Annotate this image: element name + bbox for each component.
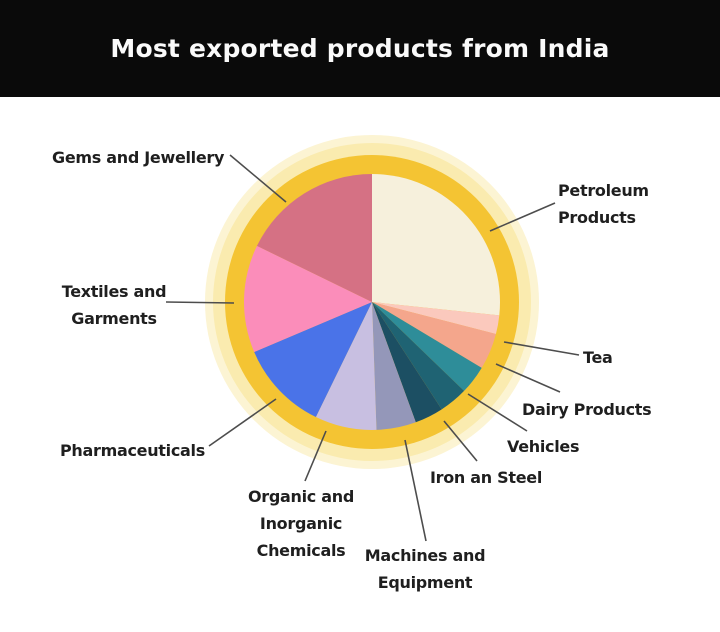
slice-label-line: Organic and [247,487,355,506]
leader-line-tea [503,341,580,356]
slice-label-vehicles: Vehicles [507,433,579,460]
leader-line-vehicles [467,393,528,432]
slice-label-line: Iron an Steel [430,468,543,487]
slice-label-line: Textiles and [61,282,167,301]
slice-label-line: Pharmaceuticals [60,441,205,460]
leader-line-machines-and-equipment [404,439,427,542]
slice-label-tea: Tea [583,344,613,371]
slice-label-line: Inorganic [259,514,343,533]
slice-label-machines-and-equipment: Machines and Equipment [364,542,486,596]
slice-label-petroleum-products: Petroleum Products [558,177,649,231]
leader-line-iron-an-steel [443,420,478,462]
pie-slice-textiles-and-garments [244,245,372,353]
leader-line-pharmaceuticals [208,398,277,447]
pie-slice-machines-and-equipment [372,302,416,430]
pie-slice-dairy-products [372,302,496,368]
leader-line-dairy-products [495,363,561,393]
slice-label-line: Chemicals [256,541,346,560]
leader-line-petroleum-products [489,202,556,232]
slice-label-line: Garments [71,309,157,328]
slice-label-line: Petroleum [558,181,649,200]
slice-label-line: Equipment [377,573,473,592]
slice-label-line: Gems and Jewellery [52,148,225,167]
pie-slice-unlabeled [372,302,442,423]
slice-label-dairy-products: Dairy Products [522,396,652,423]
pie-slice-petroleum-products [372,174,500,316]
slice-label-organic-and-inorganic-chemicals: Organic and Inorganic Chemicals [248,483,354,564]
header-bar: Most exported products from India [0,0,720,97]
slice-label-pharmaceuticals: Pharmaceuticals [60,437,205,464]
pie-slice-vehicles [372,302,482,391]
leader-line-gems-and-jewellery [229,154,287,203]
leader-line-organic-and-inorganic-chemicals [304,430,327,482]
slice-label-line: Machines and [364,546,486,565]
slice-label-gems-and-jewellery: Gems and Jewellery [52,144,224,171]
chart-title: Most exported products from India [110,34,610,63]
pie-slice-tea [372,302,500,335]
leader-line-textiles-and-garments [165,301,235,304]
slice-label-line: Vehicles [507,437,580,456]
slice-label-textiles-and-garments: Textiles and Garments [62,278,167,332]
pie-slice-pharmaceuticals [254,302,372,418]
pie-slice-iron-an-steel [372,302,465,410]
slice-label-line: Tea [583,348,613,367]
slice-label-line: Products [558,208,636,227]
pie-slice-organic-and-inorganic-chemicals [315,302,377,430]
pie-slice-gems-and-jewellery [256,174,372,302]
slice-label-iron-an-steel: Iron an Steel [430,464,542,491]
slice-label-line: Dairy Products [522,400,652,419]
